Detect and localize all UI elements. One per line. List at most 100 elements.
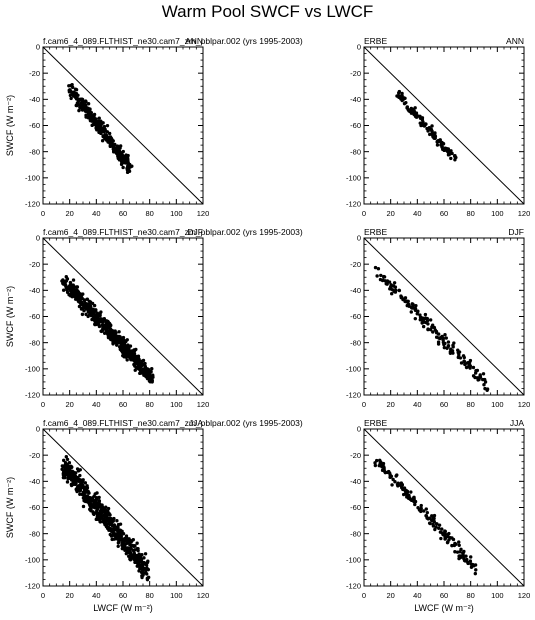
scatter-point	[71, 285, 75, 289]
scatter-point	[443, 532, 447, 536]
scatter-point	[481, 372, 486, 376]
x-tick-label: 120	[518, 400, 531, 409]
y-tick-label: -20	[350, 451, 361, 460]
y-tick-label: -80	[29, 147, 40, 156]
scatter-point	[74, 97, 79, 101]
scatter-point	[129, 552, 133, 557]
scatter-point	[68, 473, 72, 477]
panel-right-label: DJF	[187, 227, 203, 237]
y-tick-label: -80	[29, 338, 40, 347]
y-tick-label: -60	[350, 121, 361, 130]
scatter-points	[60, 455, 151, 582]
scatter-point	[407, 303, 411, 308]
scatter-point	[65, 277, 70, 281]
chart-panel-4: 0 20 40 60 80 100 120-120-100-80-60-40-200f.ca…	[5, 418, 303, 613]
scatter-point	[80, 479, 85, 484]
scatter-point	[92, 315, 96, 319]
scatter-point	[135, 541, 139, 545]
scatter-point	[450, 151, 454, 156]
scatter-point	[94, 125, 99, 129]
scatter-point	[428, 318, 433, 322]
one-to-one-line	[42, 237, 204, 396]
x-tick-label: 100	[170, 591, 183, 600]
scatter-point	[399, 483, 403, 488]
scatter-point	[100, 323, 105, 327]
scatter-point	[430, 124, 434, 128]
chart-panel-1: 0 20 40 60 80 100 120-120-100-80-60-40-200ERBE…	[346, 36, 530, 218]
scatter-point	[98, 519, 102, 524]
scatter-point	[441, 142, 446, 146]
x-tick-label: 100	[170, 400, 183, 409]
panel-left-label: f.cam6_4_089.FLTHIST_ne30.cam7_zm_pblpar…	[43, 418, 303, 428]
scatter-point	[133, 548, 137, 552]
scatter-point	[100, 139, 105, 143]
scatter-point	[89, 507, 93, 511]
scatter-point	[61, 471, 65, 476]
x-tick-label: 20	[386, 591, 394, 600]
scatter-point	[73, 87, 78, 91]
one-to-one-line	[363, 237, 525, 396]
scatter-point	[464, 365, 469, 370]
scatter-point	[108, 527, 113, 531]
scatter-point	[118, 144, 123, 148]
scatter-point	[431, 330, 435, 334]
scatter-point	[432, 133, 436, 138]
panel-right-label: JJA	[510, 418, 525, 428]
scatter-point	[416, 506, 420, 510]
panel-left-label: ERBE	[364, 227, 387, 237]
y-tick-label: -20	[350, 69, 361, 78]
scatter-point	[120, 155, 124, 160]
scatter-point	[61, 288, 66, 292]
y-axis-title: SWCF (W m⁻²)	[5, 286, 15, 347]
scatter-point	[409, 310, 413, 314]
scatter-point	[93, 319, 97, 323]
y-tick-label: -60	[29, 312, 40, 321]
scatter-point	[121, 165, 125, 170]
scatter-point	[434, 329, 439, 334]
scatter-point	[127, 169, 132, 173]
scatter-point	[67, 470, 71, 475]
scatter-points	[373, 458, 478, 576]
x-tick-label: 120	[518, 209, 531, 218]
scatter-point	[440, 145, 444, 149]
scatter-point	[73, 474, 78, 478]
scatter-point	[87, 111, 91, 115]
scatter-point	[96, 320, 100, 325]
x-tick-label: 40	[92, 209, 100, 218]
scatter-point	[61, 458, 66, 463]
scatter-point	[72, 293, 76, 298]
y-tick-label: -80	[350, 147, 361, 156]
scatter-point	[435, 143, 440, 147]
scatter-point	[68, 475, 73, 480]
scatter-point	[439, 335, 444, 339]
x-tick-label: 0	[41, 209, 45, 218]
x-tick-label: 80	[145, 209, 153, 218]
scatter-point	[424, 507, 428, 511]
scatter-point	[436, 138, 441, 143]
scatter-point	[77, 304, 82, 309]
scatter-point	[88, 495, 92, 500]
scatter-point	[418, 121, 422, 125]
scatter-point	[119, 162, 124, 167]
scatter-point	[107, 140, 112, 145]
scatter-point	[432, 325, 437, 330]
scatter-point	[93, 322, 97, 326]
scatter-point	[461, 354, 466, 358]
x-tick-label: 60	[119, 209, 127, 218]
scatter-point	[443, 333, 447, 337]
scatter-point	[82, 493, 86, 497]
scatter-point	[83, 481, 88, 485]
panel-right-label: JJA	[189, 418, 204, 428]
scatter-point	[457, 353, 461, 357]
scatter-point	[92, 115, 96, 119]
y-tick-label: -60	[350, 503, 361, 512]
scatter-point	[141, 362, 146, 366]
x-tick-label: 0	[362, 400, 366, 409]
scatter-point	[107, 333, 112, 337]
scatter-point	[426, 327, 430, 332]
scatter-point	[86, 102, 91, 106]
scatter-point	[115, 146, 119, 150]
scatter-point	[436, 340, 441, 344]
scatter-point	[459, 361, 464, 365]
scatter-point	[124, 551, 129, 556]
